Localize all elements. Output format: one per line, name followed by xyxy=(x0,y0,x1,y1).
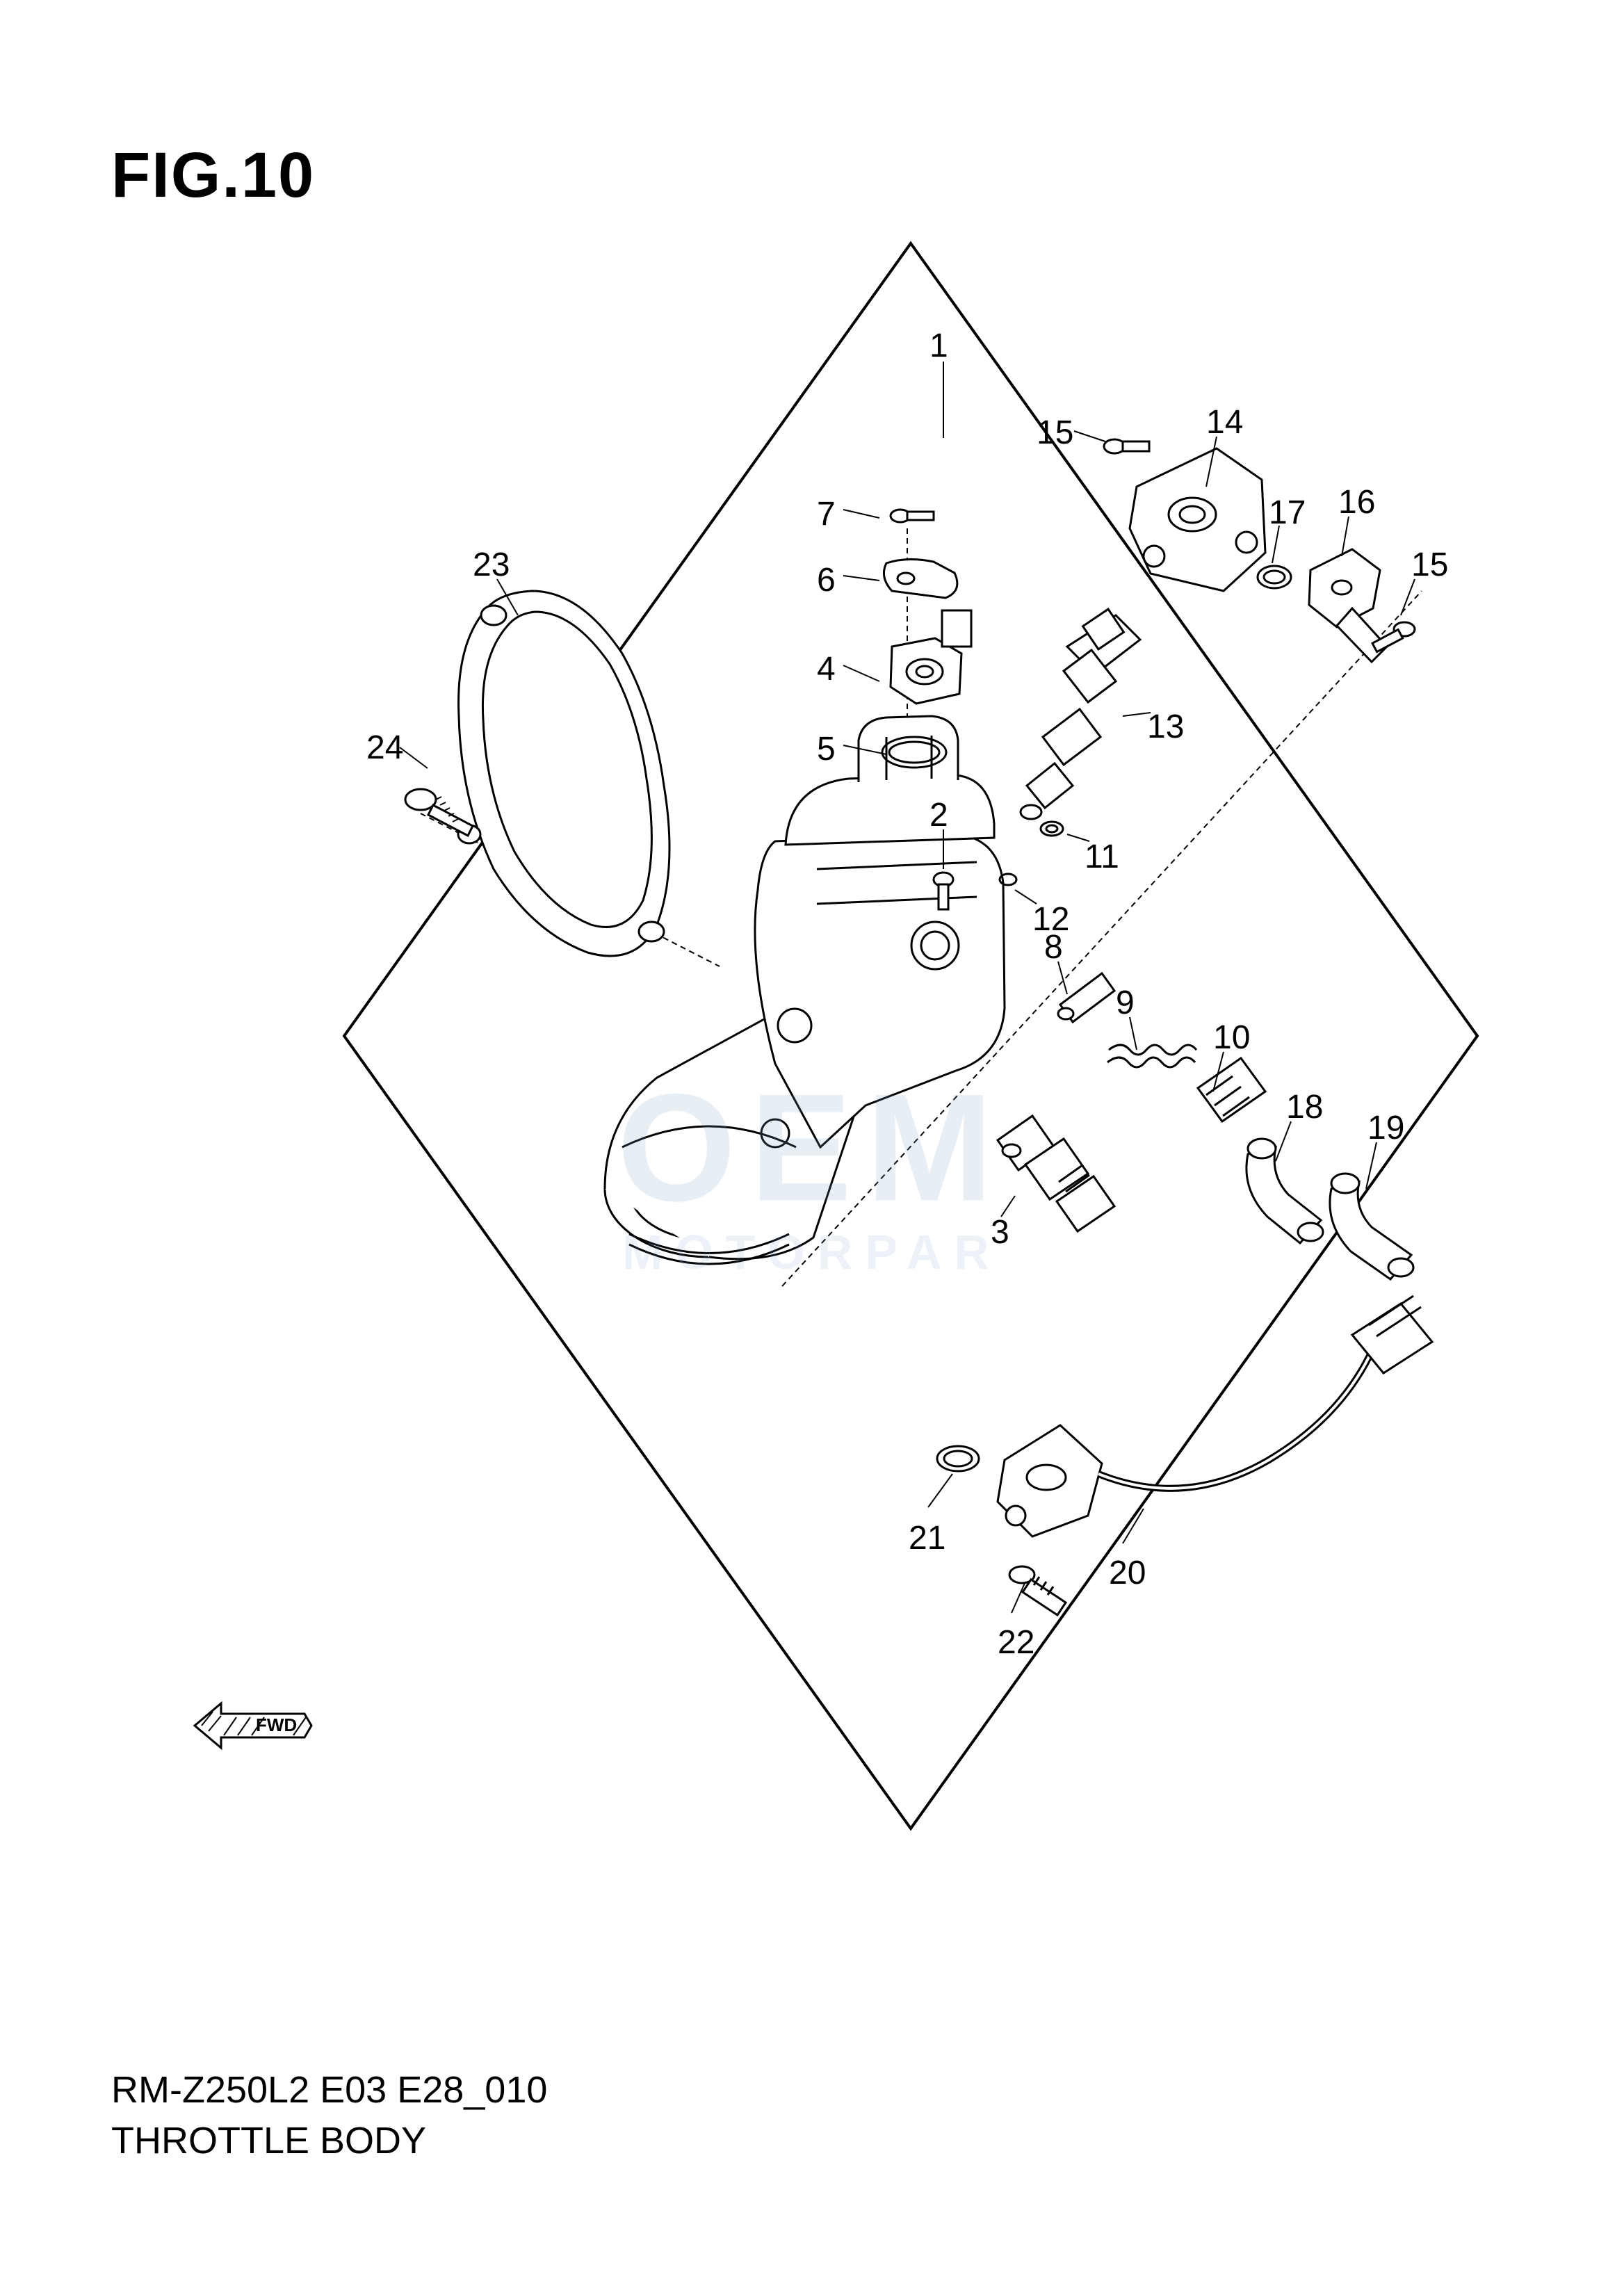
callout-number: 22 xyxy=(998,1623,1034,1662)
callout-number: 2 xyxy=(929,796,948,834)
callout-number: 11 xyxy=(1085,838,1119,876)
exploded-diagram: 1151471716156234513242111289101819321202… xyxy=(330,229,1491,1849)
callout-number: 21 xyxy=(909,1519,945,1557)
callout-number: 8 xyxy=(1044,928,1063,966)
callout-number: 4 xyxy=(817,650,836,688)
callout-number: 5 xyxy=(817,730,836,768)
callout-number: 18 xyxy=(1286,1088,1323,1126)
callout-number: 15 xyxy=(1037,414,1073,452)
callout-number: 3 xyxy=(991,1213,1009,1251)
callout-number: 13 xyxy=(1147,708,1184,746)
callout-number: 16 xyxy=(1338,483,1375,521)
footer: RM-Z250L2 E03 E28_010 THROTTLE BODY xyxy=(111,2065,547,2166)
fwd-label: FWD xyxy=(256,1714,297,1735)
callout-number: 1 xyxy=(929,327,948,365)
footer-line-2: THROTTLE BODY xyxy=(111,2116,547,2166)
callout-number: 15 xyxy=(1411,546,1448,584)
callout-number: 17 xyxy=(1269,494,1306,532)
footer-line-1: RM-Z250L2 E03 E28_010 xyxy=(111,2065,547,2116)
fwd-arrow-icon: FWD xyxy=(188,1696,313,1755)
callout-number: 6 xyxy=(817,561,836,599)
callout-number: 19 xyxy=(1367,1109,1404,1147)
callout-number: 9 xyxy=(1116,984,1135,1022)
callouts: 1151471716156234513242111289101819321202… xyxy=(330,229,1491,1849)
callout-number: 10 xyxy=(1213,1019,1250,1057)
callout-number: 24 xyxy=(366,729,403,767)
callout-number: 14 xyxy=(1206,403,1243,441)
callout-number: 23 xyxy=(473,546,510,584)
callout-number: 7 xyxy=(817,495,836,533)
figure-title: FIG.10 xyxy=(111,139,315,212)
page: FIG.10 xyxy=(0,0,1624,2295)
callout-number: 20 xyxy=(1109,1554,1146,1592)
